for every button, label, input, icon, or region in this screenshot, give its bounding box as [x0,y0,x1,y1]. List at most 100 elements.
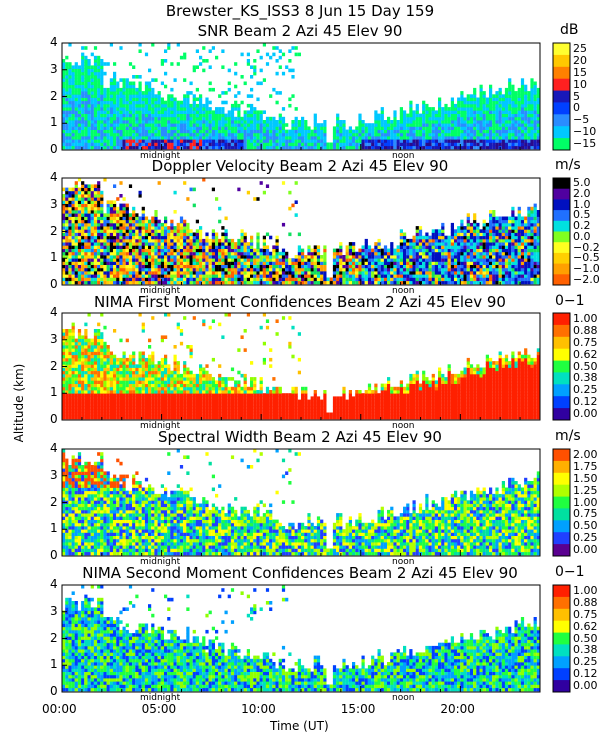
colorbar-segment [553,138,570,151]
colorbar-frame [552,42,571,151]
noon-label: noon [392,557,415,567]
colorbar-segment [553,449,570,462]
noon-label: noon [392,286,415,296]
y-tick-label: 4 [50,577,58,591]
midnight-label: midnight [140,151,181,161]
colorbar-segment [553,644,570,657]
colorbar-tick-label: 10 [573,77,587,91]
colorbar-tick-label: 0.0 [573,229,591,243]
midnight-label: midnight [140,693,181,703]
colorbar-tick-label: 15 [573,65,587,79]
colorbar-tick-label: 0.50 [573,359,598,373]
midnight-label: midnight [140,557,181,567]
colorbar-unit: m/s [555,428,581,444]
colorbar-frame [552,448,571,557]
colorbar-tick-label: −0.5 [573,251,600,265]
colorbar-segment [553,210,570,222]
colorbar-tick-label: 2.0 [573,187,591,201]
y-tick-label: 1 [50,115,58,130]
colorbar-tick-label: 0.50 [573,631,598,645]
colorbar-tick-label: 0.38 [573,643,598,657]
colorbar-segment [553,348,570,362]
colorbar-segment [553,408,570,421]
colorbar-tick-label: 0.75 [573,335,598,349]
colorbar-segment [553,484,570,498]
colorbar-segment [553,460,570,474]
x-tick-label: 00:00 [42,702,77,716]
colorbar-tick-label: −15 [573,137,597,151]
colorbar-segment [553,188,570,200]
colorbar-tick-label: 1.00 [573,311,598,325]
colorbar-tick-label: −0.2 [573,240,600,254]
x-tick-label: 15:00 [340,702,376,716]
colorbar-segment [553,231,570,243]
colorbar-segment [553,585,570,598]
figure-title: Brewster_KS_ISS3 8 Jun 15 Day 159 [165,2,435,20]
colorbar-segment [553,508,570,521]
colorbar-tick-label: 0.38 [573,371,598,385]
heatmap-cells [62,584,540,692]
y-tick-label: 3 [50,331,58,346]
colorbar-tick-label: 0.00 [573,679,598,693]
colorbar-segment [553,656,570,669]
y-tick-label: 4 [50,170,58,184]
colorbar-tick-label: −10 [573,125,597,139]
colorbar-tick-label: 0.00 [573,407,598,421]
y-tick-label: 1 [50,657,58,672]
y-tick-label: 4 [50,35,58,49]
colorbar-segment [553,336,570,350]
x-tick-label: 05:00 [141,702,177,716]
colorbar-tick-label: 20 [573,53,587,67]
colorbar-tick-label: 0.50 [573,519,598,533]
x-axis-label: Time (UT) [270,719,329,733]
y-tick-label: 0 [50,142,58,156]
colorbar-segment [553,263,570,275]
colorbar-tick-label: 0 [573,101,580,115]
colorbar-segment [553,324,570,338]
colorbar-unit: m/s [555,157,581,173]
colorbar-segment [553,54,570,68]
panel-title: Spectral Width Beam 2 Azi 45 Elev 90 [158,428,442,446]
colorbar-segment [553,384,570,397]
colorbar-frame [552,312,571,421]
noon-label: noon [392,151,415,161]
colorbar-tick-label: 0.00 [573,543,598,557]
x-tick-label: 10:00 [241,702,276,716]
colorbar-segment [553,102,570,115]
colorbar-tick-label: 0.25 [573,383,598,397]
colorbar-tick-label: 25 [573,41,587,55]
colorbar-tick-label: 0.88 [573,323,598,337]
panel-title: NIMA First Moment Confidences Beam 2 Azi… [94,293,506,311]
y-tick-label: 3 [50,603,58,618]
colorbar-tick-label: −5 [573,113,590,127]
colorbar-segment [553,396,570,409]
colorbar-tick-label: −1.0 [573,261,600,275]
y-tick-label: 0 [50,277,58,291]
x-tick-label: 20:00 [440,702,475,716]
colorbar-tick-label: −2.0 [573,272,600,286]
noon-label: noon [392,421,415,431]
colorbar-segment [553,668,570,681]
colorbar-segment [553,532,570,545]
colorbar-frame [552,584,571,693]
y-tick-label: 1 [50,385,58,400]
y-tick-label: 3 [50,467,58,482]
colorbar-segment [553,360,570,373]
colorbar-segment [553,126,570,139]
colorbar-segment [553,608,570,622]
colorbar-segment [553,680,570,693]
y-tick-label: 2 [50,494,58,509]
y-tick-label: 3 [50,196,58,211]
colorbar-tick-label: 1.0 [573,197,591,211]
heatmap-cells [62,177,540,285]
colorbar-segment [553,114,570,127]
colorbar-tick-label: 5.0 [573,176,591,190]
colorbar-tick-label: 0.62 [573,619,598,633]
colorbar-tick-label: 1.25 [573,483,598,497]
colorbar-segment [553,178,570,190]
panel-title: NIMA Second Moment Confidences Beam 2 Az… [82,564,518,582]
y-tick-label: 1 [50,250,58,265]
